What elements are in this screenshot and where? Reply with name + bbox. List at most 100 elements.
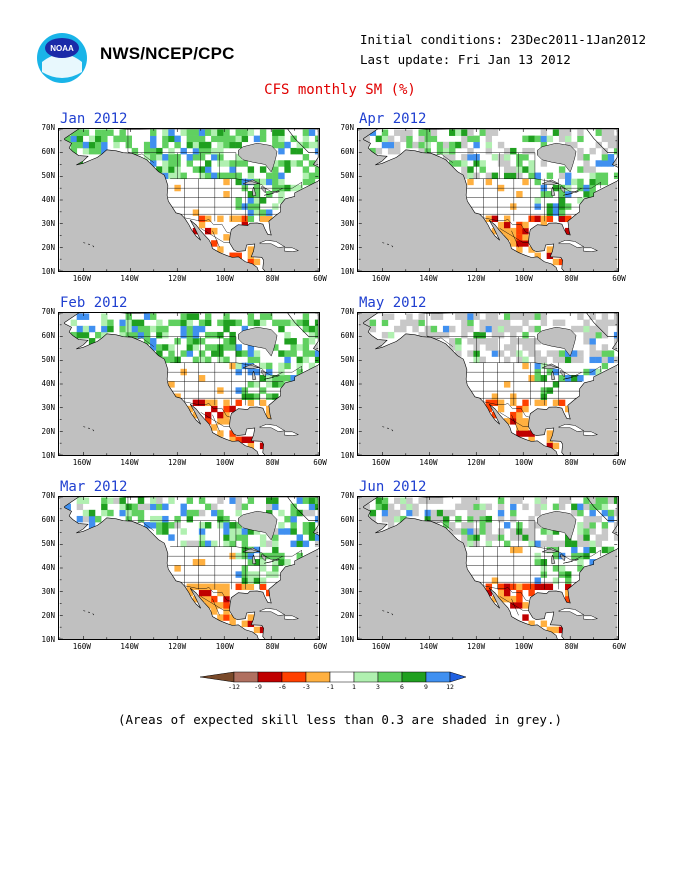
soil-moisture-map	[58, 496, 320, 640]
panel-label: Jun 2012	[359, 479, 427, 495]
page-title: CFS monthly SM (%)	[264, 82, 416, 98]
colorbar-segment	[449, 671, 467, 683]
island	[258, 423, 286, 432]
coastline	[363, 129, 618, 271]
lat-tick-label: 10N	[340, 451, 354, 460]
land	[64, 129, 319, 271]
lat-tick-label: 10N	[41, 635, 55, 644]
colorbar-tick-label: 3	[376, 683, 380, 691]
lon-tick-label: 100W	[215, 642, 234, 651]
lon-tick-label: 60W	[612, 642, 626, 651]
lon-tick-label: 60W	[313, 274, 327, 283]
lon-tick-label: 140W	[120, 642, 139, 651]
water-body	[264, 377, 274, 380]
water-body	[252, 554, 257, 565]
soil-moisture-map	[58, 312, 320, 456]
panel-label: Feb 2012	[60, 295, 128, 311]
lon-tick-label: 80W	[564, 458, 579, 467]
lon-tick-label: 100W	[514, 642, 533, 651]
lon-tick-label: 100W	[514, 274, 533, 283]
map-panel	[58, 312, 320, 456]
island	[583, 431, 599, 436]
lat-tick-label: 30N	[340, 403, 354, 412]
island	[284, 431, 300, 436]
land	[363, 313, 618, 455]
hawaii-islands	[382, 610, 395, 617]
panel-label: Mar 2012	[60, 479, 128, 495]
colorbar	[200, 671, 467, 683]
colorbar-tick-label: 6	[400, 683, 404, 691]
water-body	[264, 561, 274, 564]
noaa-logo-icon: NOAA	[37, 33, 87, 83]
lat-tick-label: 70N	[340, 307, 354, 316]
political-borders	[426, 129, 601, 248]
lon-tick-label: 120W	[168, 274, 187, 283]
water-body	[563, 193, 573, 196]
hawaii-islands	[382, 426, 395, 433]
skill-note: (Areas of expected skill less than 0.3 a…	[117, 712, 562, 727]
lat-tick-label: 30N	[41, 403, 55, 412]
land	[363, 129, 618, 271]
soil-moisture-map	[357, 496, 619, 640]
hawaii-islands	[83, 610, 96, 617]
lat-tick-label: 60N	[340, 515, 354, 524]
political-borders	[426, 313, 601, 432]
coastline	[363, 497, 618, 639]
lat-tick-label: 20N	[41, 427, 55, 436]
panel-label: Apr 2012	[359, 111, 427, 127]
lat-tick-label: 70N	[340, 123, 354, 132]
colorbar-tick-label: -6	[278, 683, 286, 691]
colorbar-segment	[329, 671, 355, 683]
lat-tick-label: 20N	[41, 611, 55, 620]
lat-tick-label: 60N	[41, 147, 55, 156]
water-body	[537, 142, 577, 173]
colorbar-segment	[257, 671, 283, 683]
colorbar-tick-label: 12	[446, 683, 454, 691]
axis-ticks	[358, 313, 618, 455]
lat-tick-label: 60N	[41, 515, 55, 524]
map-panel	[357, 496, 619, 640]
water-body	[252, 186, 257, 197]
lat-tick-label: 30N	[41, 587, 55, 596]
lon-tick-label: 60W	[612, 274, 626, 283]
axis-ticks	[358, 129, 618, 271]
water-body	[551, 370, 556, 381]
noaa-logo: NOAA	[36, 32, 88, 84]
lon-tick-label: 80W	[265, 458, 280, 467]
lon-tick-label: 140W	[120, 458, 139, 467]
land	[64, 313, 319, 455]
lon-tick-label: 80W	[564, 274, 579, 283]
lat-tick-label: 10N	[340, 635, 354, 644]
hawaii-islands	[382, 242, 395, 249]
soil-moisture-map	[357, 128, 619, 272]
colorbar-tick-label: 9	[424, 683, 428, 691]
initial-conditions: Initial conditions: 23Dec2011-1Jan2012	[360, 32, 646, 47]
lat-tick-label: 40N	[340, 563, 354, 572]
colorbar-tick-label: -12	[228, 683, 240, 691]
lat-tick-label: 50N	[41, 171, 55, 180]
axis-ticks	[358, 497, 618, 639]
water-body	[238, 142, 278, 173]
map-panel	[357, 128, 619, 272]
axis-ticks	[59, 313, 319, 455]
lon-tick-label: 120W	[467, 642, 486, 651]
political-borders	[127, 129, 302, 248]
axis-ticks	[59, 129, 319, 271]
island	[583, 615, 599, 620]
lat-tick-label: 60N	[340, 331, 354, 340]
lon-tick-label: 120W	[467, 458, 486, 467]
colorbar-segment	[353, 671, 379, 683]
lat-tick-label: 20N	[340, 427, 354, 436]
lat-tick-label: 30N	[41, 219, 55, 228]
hawaii-islands	[83, 242, 96, 249]
island	[557, 423, 585, 432]
anomaly-cells	[70, 313, 319, 450]
lon-tick-label: 160W	[371, 274, 390, 283]
map-panel	[357, 312, 619, 456]
island	[557, 607, 585, 616]
anomaly-cells	[363, 129, 618, 266]
political-borders	[426, 497, 601, 616]
colorbar-segment	[233, 671, 259, 683]
lon-tick-label: 100W	[215, 274, 234, 283]
lat-tick-label: 50N	[340, 355, 354, 364]
